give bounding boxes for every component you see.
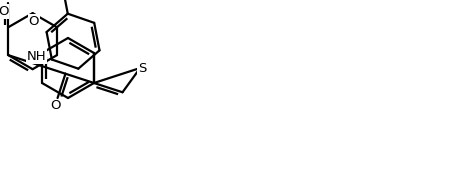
Text: S: S (138, 62, 146, 76)
Text: O: O (0, 5, 9, 18)
Text: O: O (50, 100, 61, 112)
Text: NH: NH (27, 50, 47, 63)
Text: O: O (28, 15, 39, 28)
